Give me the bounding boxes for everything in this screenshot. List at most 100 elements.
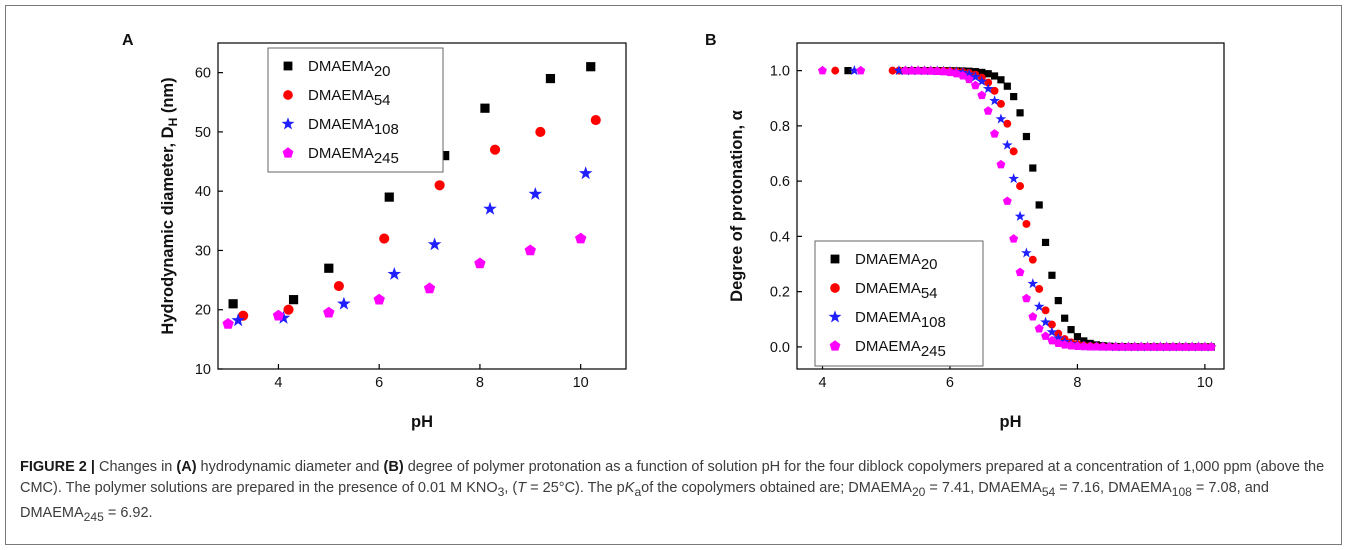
square-marker (480, 103, 490, 113)
legend-label-sub: 108 (921, 314, 946, 331)
x-tick-label: 8 (1073, 375, 1081, 391)
series-20 (228, 62, 596, 309)
legend-label: DMAEMA108 (308, 116, 399, 138)
square-marker (1029, 164, 1037, 172)
series-245 (818, 65, 1216, 351)
square-marker (1054, 296, 1062, 305)
square-marker (1041, 238, 1050, 247)
star-marker (1053, 332, 1064, 343)
caption-text: = 6.92. (103, 504, 153, 521)
legend-label: DMAEMA54 (855, 280, 938, 302)
figure-frame (5, 5, 1342, 545)
star-marker (963, 68, 975, 79)
pentagon-marker (1009, 234, 1019, 243)
circle-marker (489, 144, 501, 155)
pentagon-marker (856, 65, 866, 75)
square-marker (997, 76, 1005, 84)
star-marker (989, 95, 1000, 106)
panel-label: A (122, 32, 134, 49)
star-marker (982, 83, 994, 94)
square-marker (545, 73, 556, 84)
circle-marker (1047, 320, 1056, 329)
pentagon-marker (1168, 342, 1178, 351)
star-marker (970, 71, 981, 82)
circle-marker (990, 86, 999, 95)
pentagon-marker (1104, 342, 1114, 351)
y-axis-label: Hydrodynamic diameter, DH (nm) (159, 77, 180, 334)
caption-sub: a (634, 484, 642, 499)
legend-label-sub: 245 (921, 343, 946, 360)
caption-text: = 7.08, and DMAEMA (20, 480, 1269, 521)
pentagon-marker (913, 66, 923, 75)
caption-sub: 108 (1171, 484, 1192, 499)
legend-label: DMAEMA20 (855, 251, 938, 273)
legend-label: DMAEMA54 (308, 87, 391, 109)
pentagon-marker (1092, 342, 1101, 351)
pentagon-marker (1174, 342, 1184, 351)
square-marker (1035, 201, 1043, 209)
star-marker (1002, 139, 1013, 150)
y-tick-label: 30 (195, 243, 211, 259)
circle-marker (1022, 220, 1031, 228)
pentagon-marker (423, 282, 436, 294)
legend-label: DMAEMA20 (308, 58, 391, 80)
pentagon-marker (222, 318, 234, 329)
square-marker (1067, 326, 1075, 334)
pentagon-marker (524, 244, 536, 256)
pentagon-marker (1117, 342, 1127, 351)
y-tick-label: 10 (195, 362, 211, 378)
circle-marker (830, 283, 840, 293)
pentagon-marker (1130, 342, 1140, 351)
star-marker (578, 166, 593, 180)
pentagon-marker (971, 80, 980, 90)
square-marker (288, 295, 299, 305)
series-54 (238, 114, 601, 321)
caption-text: Changes in (94, 459, 177, 475)
square-marker (228, 299, 238, 309)
caption-ref-b: (B) (383, 459, 404, 475)
circle-marker (888, 66, 897, 75)
legend-label-sub: 108 (374, 121, 399, 138)
square-marker (1022, 132, 1031, 141)
legend-label-sub: 54 (374, 92, 391, 109)
circle-marker (1009, 147, 1018, 156)
legend-box (814, 240, 984, 367)
circle-marker (1041, 306, 1050, 315)
circle-marker (283, 90, 293, 100)
square-marker (324, 263, 334, 273)
data-points (818, 65, 1217, 352)
x-tick-label: 4 (818, 375, 826, 391)
square-marker (830, 254, 840, 264)
plot-frame (796, 42, 1225, 370)
circle-marker (535, 126, 546, 137)
circle-marker (1016, 182, 1025, 191)
star-marker (1033, 301, 1045, 312)
pentagon-marker (1194, 342, 1203, 351)
y-tick-label: 0.2 (770, 285, 790, 301)
circle-marker (434, 180, 445, 191)
pentagon-marker (1060, 340, 1070, 349)
pentagon-marker (983, 106, 993, 115)
legend-label-sub: 245 (374, 150, 399, 167)
pentagon-marker (1181, 342, 1191, 351)
x-axis-label: pH (1000, 413, 1022, 431)
figure-caption: FIGURE 2 | Changes in (A) hydrodynamic d… (20, 457, 1330, 528)
star-marker (1008, 173, 1019, 184)
square-marker (1016, 109, 1024, 117)
circle-marker (996, 99, 1005, 108)
pentagon-marker (907, 66, 917, 75)
caption-sub: 245 (83, 509, 104, 524)
pentagon-marker (920, 66, 929, 75)
panel-label: B (705, 32, 717, 49)
caption-text: = 25°C). The p (526, 480, 625, 496)
pentagon-marker (1079, 341, 1089, 351)
circle-marker (379, 233, 390, 244)
caption-sub: 20 (911, 484, 926, 499)
legend-label-sub: 20 (374, 63, 391, 80)
series-108 (231, 166, 593, 327)
y-tick-label: 0.6 (770, 174, 790, 190)
circle-marker (984, 78, 993, 87)
caption-text: degree of polymer protonation as a funct… (20, 459, 1325, 496)
star-marker (337, 296, 351, 310)
